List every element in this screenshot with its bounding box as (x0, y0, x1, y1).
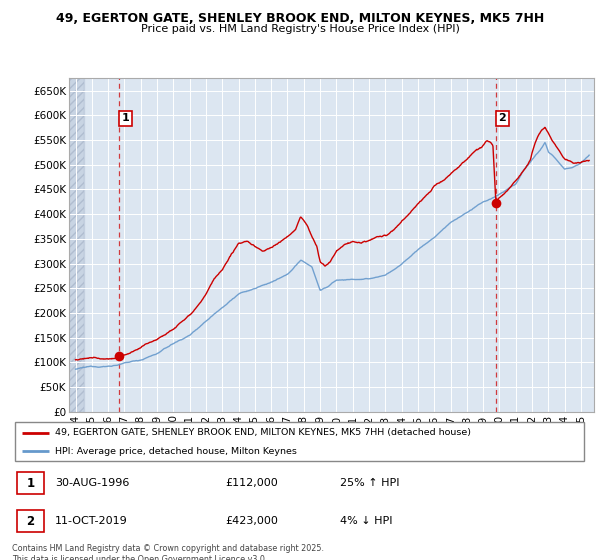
Polygon shape (69, 78, 83, 412)
FancyBboxPatch shape (15, 422, 584, 461)
Text: £112,000: £112,000 (225, 478, 278, 488)
Text: HPI: Average price, detached house, Milton Keynes: HPI: Average price, detached house, Milt… (55, 447, 297, 456)
Text: 4% ↓ HPI: 4% ↓ HPI (340, 516, 393, 526)
Text: £423,000: £423,000 (225, 516, 278, 526)
Text: Price paid vs. HM Land Registry's House Price Index (HPI): Price paid vs. HM Land Registry's House … (140, 24, 460, 34)
Text: 49, EGERTON GATE, SHENLEY BROOK END, MILTON KEYNES, MK5 7HH (detached house): 49, EGERTON GATE, SHENLEY BROOK END, MIL… (55, 428, 471, 437)
Text: 2: 2 (499, 113, 506, 123)
Polygon shape (69, 78, 83, 412)
Text: 49, EGERTON GATE, SHENLEY BROOK END, MILTON KEYNES, MK5 7HH: 49, EGERTON GATE, SHENLEY BROOK END, MIL… (56, 12, 544, 25)
Text: 11-OCT-2019: 11-OCT-2019 (55, 516, 128, 526)
Text: 1: 1 (26, 477, 34, 490)
FancyBboxPatch shape (17, 510, 44, 532)
Text: 1: 1 (122, 113, 129, 123)
Text: 2: 2 (26, 515, 34, 528)
FancyBboxPatch shape (17, 473, 44, 494)
Text: Contains HM Land Registry data © Crown copyright and database right 2025.
This d: Contains HM Land Registry data © Crown c… (12, 544, 324, 560)
Text: 30-AUG-1996: 30-AUG-1996 (55, 478, 130, 488)
Text: 25% ↑ HPI: 25% ↑ HPI (340, 478, 400, 488)
